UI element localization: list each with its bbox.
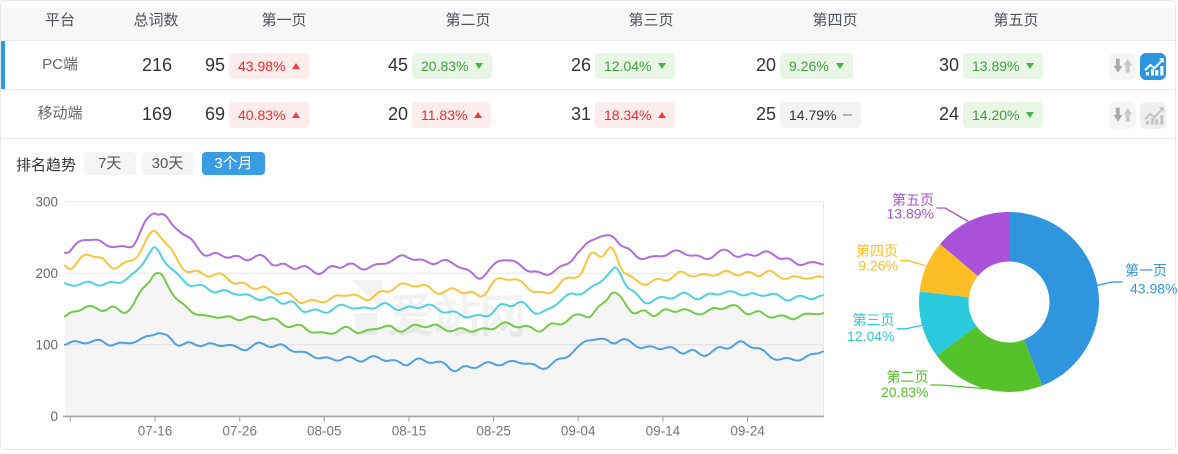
svg-text:200: 200	[35, 266, 58, 281]
svg-text:12.04%: 12.04%	[847, 328, 894, 344]
svg-text:爱站网: 爱站网	[388, 290, 526, 342]
svg-text:300: 300	[35, 194, 58, 209]
svg-text:9.26%: 9.26%	[858, 258, 898, 274]
svg-text:13.89%: 13.89%	[887, 206, 934, 222]
svg-text:09-04: 09-04	[561, 424, 596, 439]
svg-text:20.83%: 20.83%	[881, 384, 928, 400]
svg-text:第五页: 第五页	[892, 192, 934, 208]
svg-text:第三页: 第三页	[853, 312, 895, 328]
svg-text:09-24: 09-24	[730, 424, 765, 439]
svg-text:07-26: 07-26	[222, 424, 257, 439]
svg-text:08-15: 08-15	[392, 424, 427, 439]
svg-text:第四页: 第四页	[856, 243, 898, 259]
svg-text:07-16: 07-16	[138, 424, 173, 439]
svg-text:第一页: 第一页	[1125, 263, 1167, 279]
svg-text:08-05: 08-05	[307, 424, 342, 439]
svg-text:43.98%: 43.98%	[1130, 281, 1177, 297]
svg-text:08-25: 08-25	[476, 424, 511, 439]
svg-text:100: 100	[35, 338, 58, 353]
svg-text:09-14: 09-14	[646, 424, 681, 439]
svg-text:0: 0	[50, 409, 58, 424]
svg-text:第二页: 第二页	[887, 369, 929, 385]
